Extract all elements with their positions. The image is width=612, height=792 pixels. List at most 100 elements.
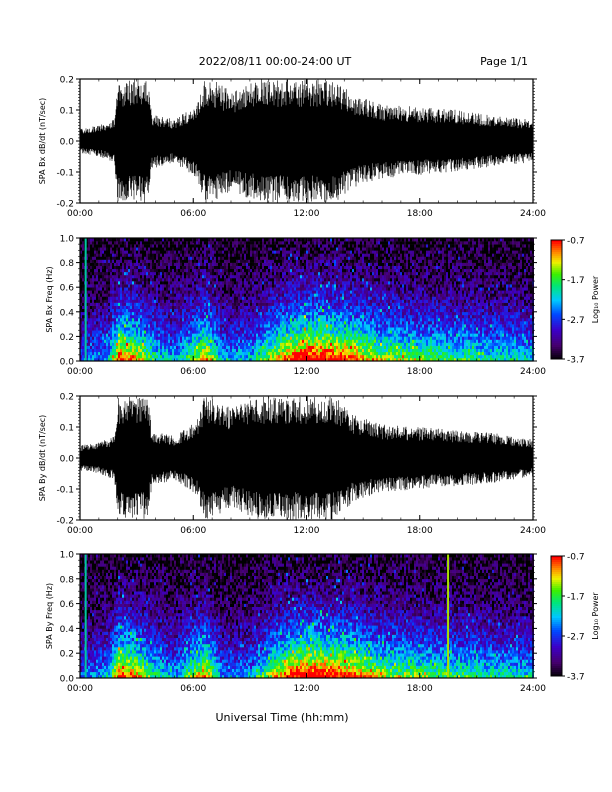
heatmap-cell [288, 296, 290, 300]
heatmap-cell [96, 259, 98, 263]
heatmap-cell [266, 256, 268, 260]
heatmap-cell [230, 302, 232, 306]
heatmap-cell [94, 268, 96, 273]
heatmap-cell [180, 345, 182, 350]
heatmap-cell [148, 317, 150, 322]
heatmap-cell [206, 271, 208, 276]
heatmap-cell [202, 250, 204, 254]
heatmap-cell [250, 287, 252, 291]
heatmap-cell [318, 333, 320, 337]
heatmap-cell [198, 271, 200, 276]
heatmap-cell [238, 281, 240, 285]
heatmap-cell [86, 287, 88, 291]
heatmap-cell [140, 357, 142, 362]
heatmap-cell [122, 357, 124, 362]
heatmap-cell [254, 357, 256, 362]
heatmap-cell [228, 241, 230, 245]
heatmap-cell [186, 274, 188, 279]
heatmap-cell [204, 336, 206, 340]
heatmap-cell [80, 321, 82, 325]
heatmap-cell [102, 277, 104, 282]
heatmap-cell [248, 336, 250, 340]
heatmap-cell [262, 311, 264, 316]
heatmap-cell [94, 262, 96, 266]
heatmap-cell [154, 241, 156, 245]
heatmap-cell [278, 348, 280, 353]
heatmap-cell [130, 265, 132, 270]
heatmap-cell [286, 253, 288, 257]
heatmap-cell [206, 351, 208, 356]
heatmap-cell [94, 305, 96, 310]
heatmap-cell [136, 247, 138, 251]
heatmap-cell [290, 305, 292, 310]
heatmap-cell [210, 262, 212, 266]
heatmap-cell [236, 271, 238, 276]
heatmap-cell [252, 238, 254, 242]
heatmap-cell [196, 317, 198, 322]
heatmap-cell [296, 321, 298, 325]
heatmap-cell [198, 311, 200, 316]
heatmap-cell [260, 330, 262, 334]
heatmap-cell [96, 296, 98, 300]
heatmap-cell [230, 284, 232, 288]
heatmap-cell [128, 339, 130, 343]
heatmap-cell [114, 293, 116, 297]
heatmap-cell [202, 342, 204, 346]
heatmap-cell [160, 284, 162, 288]
heatmap-cell [116, 287, 118, 291]
heatmap-cell [152, 317, 154, 322]
heatmap-cell [176, 333, 178, 337]
heatmap-cell [96, 314, 98, 319]
heatmap-cell [288, 274, 290, 279]
heatmap-cell [236, 330, 238, 334]
heatmap-cell [240, 345, 242, 350]
heatmap-cell [286, 321, 288, 325]
heatmap-cell [154, 277, 156, 282]
heatmap-cell [212, 244, 214, 248]
heatmap-cell [212, 299, 214, 303]
heatmap-cell [156, 271, 158, 276]
heatmap-cell [256, 271, 258, 276]
heatmap-cell [208, 277, 210, 282]
heatmap-cell [148, 284, 150, 288]
heatmap-cell [168, 241, 170, 245]
heatmap-cell [300, 317, 302, 322]
heatmap-cell [258, 271, 260, 276]
heatmap-cell [160, 339, 162, 343]
heatmap-cell [242, 262, 244, 266]
heatmap-cell [178, 293, 180, 297]
heatmap-cell [174, 244, 176, 248]
heatmap-cell [194, 262, 196, 266]
heatmap-cell [90, 336, 92, 340]
heatmap-cell [214, 268, 216, 273]
heatmap-cell [316, 259, 318, 263]
heatmap-cell [128, 348, 130, 353]
heatmap-cell [256, 247, 258, 251]
heatmap-cell [208, 348, 210, 353]
heatmap-cell [132, 287, 134, 291]
heatmap-cell [146, 336, 148, 340]
heatmap-cell [80, 274, 82, 279]
heatmap-cell [284, 330, 286, 334]
heatmap-cell [238, 265, 240, 270]
heatmap-cell [104, 327, 106, 331]
heatmap-cell [130, 241, 132, 245]
heatmap-cell [286, 281, 288, 285]
heatmap-cell [298, 293, 300, 297]
heatmap-cell [252, 256, 254, 260]
heatmap-cell [210, 296, 212, 300]
heatmap-cell [146, 330, 148, 334]
heatmap-cell [106, 342, 108, 346]
heatmap-cell [260, 296, 262, 300]
heatmap-cell [136, 299, 138, 303]
heatmap-cell [196, 287, 198, 291]
heatmap-cell [82, 317, 84, 322]
heatmap-cell [112, 262, 114, 266]
heatmap-cell [192, 311, 194, 316]
heatmap-cell [170, 342, 172, 346]
heatmap-cell [114, 348, 116, 353]
heatmap-cell [316, 342, 318, 346]
heatmap-cell [224, 284, 226, 288]
heatmap-cell [158, 238, 160, 242]
heatmap-cell [130, 262, 132, 266]
